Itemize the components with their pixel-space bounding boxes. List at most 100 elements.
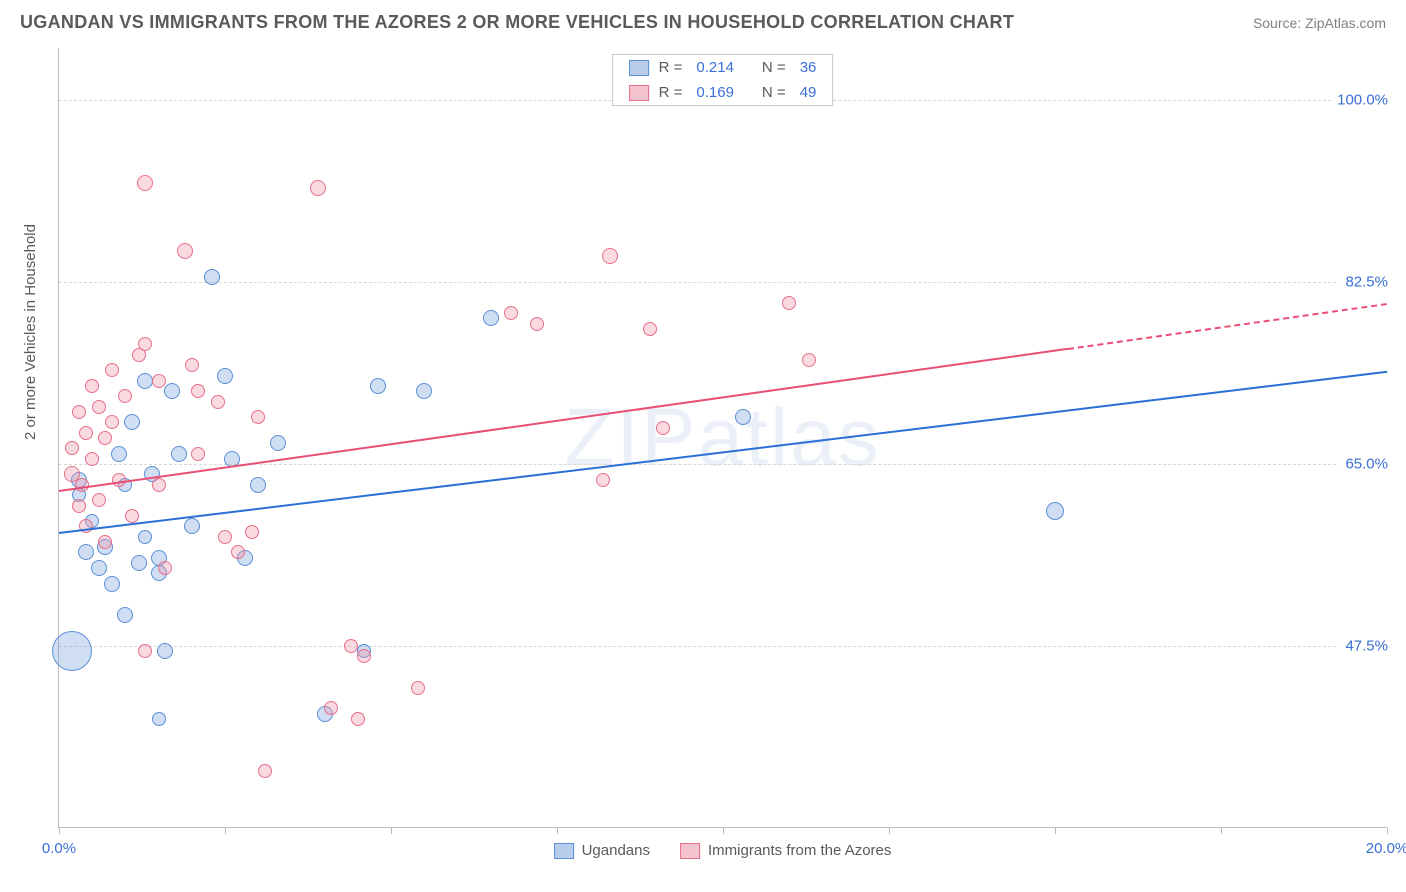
- data-point-azores: [231, 545, 245, 559]
- data-point-azores: [85, 379, 99, 393]
- data-point-ugandans: [1046, 502, 1064, 520]
- data-point-azores: [251, 410, 265, 424]
- x-tick: [391, 827, 392, 834]
- data-point-ugandans: [157, 643, 173, 659]
- data-point-azores: [65, 441, 79, 455]
- data-point-azores: [118, 389, 132, 403]
- gridline: [59, 282, 1386, 283]
- data-point-azores: [530, 317, 544, 331]
- gridline: [59, 646, 1386, 647]
- data-point-azores: [357, 649, 371, 663]
- legend-stat-row: R =0.169N =49: [613, 80, 833, 105]
- legend-swatch: [554, 843, 574, 859]
- data-point-azores: [185, 358, 199, 372]
- legend-series-label: Ugandans: [582, 842, 650, 859]
- data-point-azores: [191, 447, 205, 461]
- data-point-ugandans: [370, 378, 386, 394]
- data-point-azores: [105, 415, 119, 429]
- data-point-azores: [152, 374, 166, 388]
- data-point-ugandans: [78, 544, 94, 560]
- data-point-azores: [138, 337, 152, 351]
- data-point-azores: [105, 363, 119, 377]
- data-point-azores: [782, 296, 796, 310]
- trend-line: [1068, 303, 1387, 350]
- legend-n-label: N =: [762, 59, 786, 76]
- data-point-azores: [504, 306, 518, 320]
- data-point-azores: [85, 452, 99, 466]
- data-point-azores: [98, 431, 112, 445]
- data-point-azores: [137, 175, 153, 191]
- data-point-ugandans: [131, 555, 147, 571]
- legend-series-item: Ugandans: [554, 842, 650, 859]
- data-point-ugandans: [52, 631, 92, 671]
- data-point-ugandans: [735, 409, 751, 425]
- scatter-chart: ZIPatlas R =0.214N =36R =0.169N =49 Ugan…: [58, 48, 1386, 828]
- data-point-ugandans: [91, 560, 107, 576]
- data-point-azores: [75, 478, 89, 492]
- correlation-legend: R =0.214N =36R =0.169N =49: [612, 54, 834, 106]
- data-point-azores: [98, 535, 112, 549]
- data-point-ugandans: [124, 414, 140, 430]
- chart-title: UGANDAN VS IMMIGRANTS FROM THE AZORES 2 …: [20, 12, 1014, 33]
- source-attribution: Source: ZipAtlas.com: [1253, 15, 1386, 31]
- legend-r-value: 0.214: [696, 59, 734, 76]
- legend-r-label: R =: [659, 59, 683, 76]
- data-point-ugandans: [204, 269, 220, 285]
- data-point-azores: [177, 243, 193, 259]
- data-point-azores: [643, 322, 657, 336]
- data-point-ugandans: [111, 446, 127, 462]
- data-point-azores: [138, 644, 152, 658]
- data-point-azores: [191, 384, 205, 398]
- data-point-azores: [211, 395, 225, 409]
- data-point-ugandans: [171, 446, 187, 462]
- data-point-ugandans: [483, 310, 499, 326]
- data-point-ugandans: [164, 383, 180, 399]
- data-point-azores: [351, 712, 365, 726]
- y-tick-label: 82.5%: [1339, 274, 1388, 291]
- x-tick: [1055, 827, 1056, 834]
- data-point-azores: [92, 493, 106, 507]
- data-point-azores: [72, 499, 86, 513]
- legend-series-label: Immigrants from the Azores: [708, 842, 891, 859]
- x-tick-label: 0.0%: [42, 840, 76, 857]
- data-point-azores: [125, 509, 139, 523]
- data-point-ugandans: [217, 368, 233, 384]
- x-tick: [59, 827, 60, 834]
- data-point-azores: [72, 405, 86, 419]
- data-point-azores: [596, 473, 610, 487]
- x-tick-label: 20.0%: [1366, 840, 1406, 857]
- data-point-azores: [245, 525, 259, 539]
- data-point-azores: [324, 701, 338, 715]
- data-point-azores: [152, 478, 166, 492]
- data-point-azores: [218, 530, 232, 544]
- legend-n-value: 36: [800, 59, 817, 76]
- data-point-ugandans: [138, 530, 152, 544]
- legend-swatch: [680, 843, 700, 859]
- x-tick: [1221, 827, 1222, 834]
- data-point-azores: [112, 473, 126, 487]
- trend-line: [59, 370, 1387, 533]
- data-point-azores: [310, 180, 326, 196]
- legend-n-label: N =: [762, 84, 786, 101]
- data-point-ugandans: [152, 712, 166, 726]
- gridline: [59, 464, 1386, 465]
- data-point-ugandans: [270, 435, 286, 451]
- legend-swatch: [629, 85, 649, 101]
- x-tick: [557, 827, 558, 834]
- chart-header: UGANDAN VS IMMIGRANTS FROM THE AZORES 2 …: [0, 0, 1406, 41]
- legend-n-value: 49: [800, 84, 817, 101]
- data-point-azores: [79, 426, 93, 440]
- y-tick-label: 65.0%: [1339, 456, 1388, 473]
- data-point-azores: [344, 639, 358, 653]
- data-point-azores: [411, 681, 425, 695]
- y-tick-label: 47.5%: [1339, 638, 1388, 655]
- data-point-azores: [802, 353, 816, 367]
- data-point-azores: [602, 248, 618, 264]
- data-point-azores: [92, 400, 106, 414]
- legend-r-value: 0.169: [696, 84, 734, 101]
- data-point-ugandans: [117, 607, 133, 623]
- data-point-azores: [158, 561, 172, 575]
- data-point-azores: [258, 764, 272, 778]
- x-tick: [1387, 827, 1388, 834]
- y-tick-label: 100.0%: [1331, 92, 1388, 109]
